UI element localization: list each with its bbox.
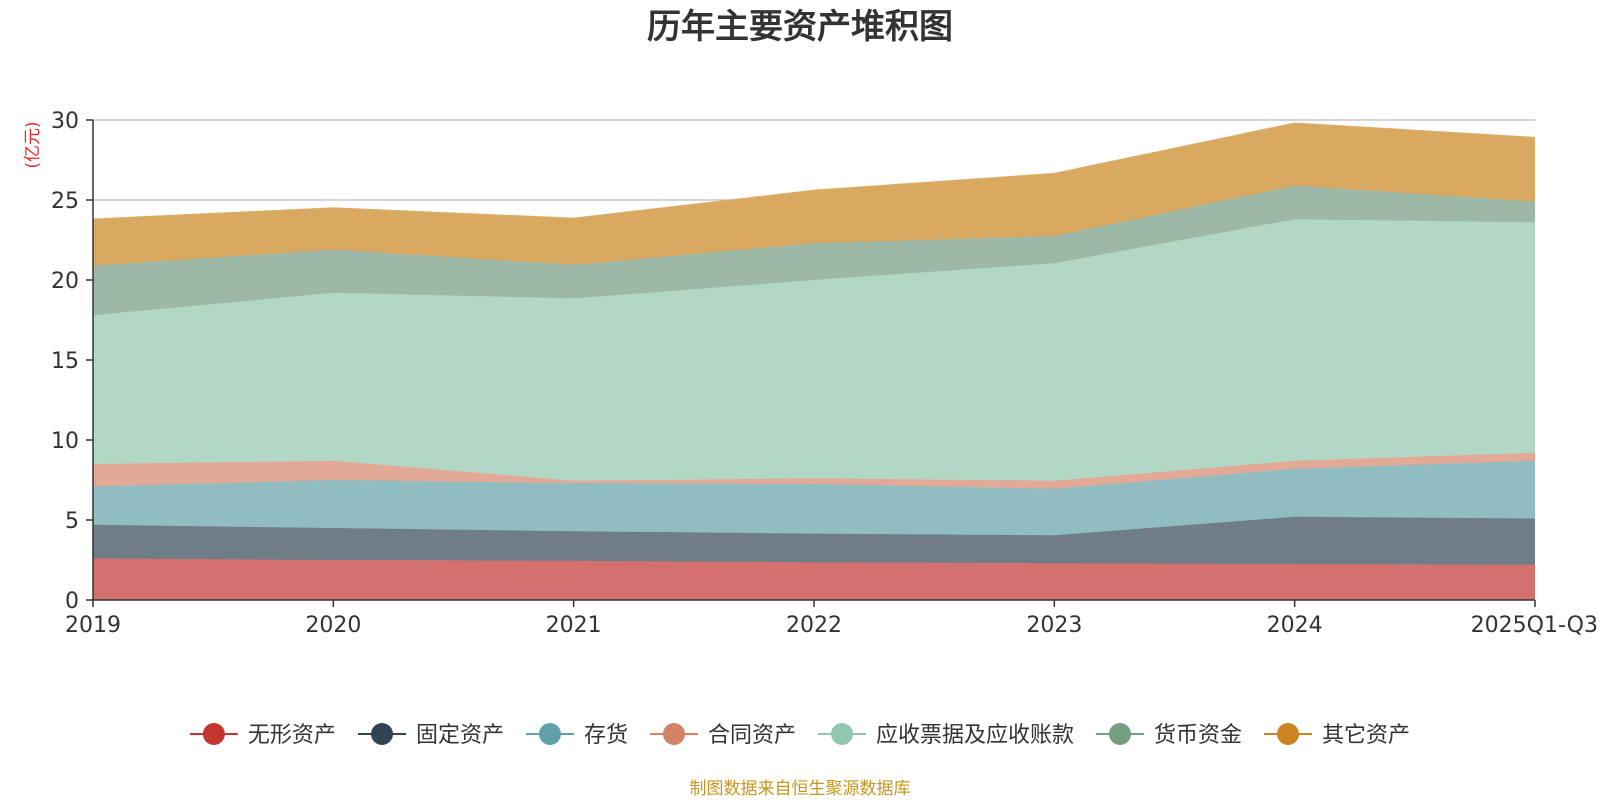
y-tick-label-4: 20 bbox=[51, 269, 79, 294]
legend-label-4: 应收票据及应收账款 bbox=[876, 723, 1074, 748]
axes: 0 5 10 15 20 25 30 2019 2020 2021 2022 2023 2024 2025… bbox=[51, 109, 1598, 638]
y-tick-label-2: 10 bbox=[51, 429, 79, 454]
legend-item-2[interactable]: 存货 bbox=[526, 723, 628, 748]
legend-swatch-dot-6 bbox=[1277, 723, 1299, 745]
legend-item-1[interactable]: 固定资产 bbox=[358, 723, 504, 748]
x-tick-label-2: 2021 bbox=[546, 613, 602, 638]
series-line-6 bbox=[92, 122, 1536, 220]
legend-swatch-dot-4 bbox=[831, 723, 853, 745]
legend-item-6[interactable]: 其它资产 bbox=[1264, 723, 1410, 748]
legend-swatch-dot-3 bbox=[663, 723, 685, 745]
legend-label-1: 固定资产 bbox=[416, 723, 504, 748]
legend-label-0: 无形资产 bbox=[248, 723, 336, 748]
legend-swatch-dot-5 bbox=[1109, 723, 1131, 745]
x-tick-label-5: 2024 bbox=[1267, 613, 1323, 638]
y-tick-label-5: 25 bbox=[51, 189, 79, 214]
legend-label-5: 货币资金 bbox=[1154, 723, 1242, 748]
y-tick-label-3: 15 bbox=[51, 349, 79, 374]
x-tick-label-4: 2023 bbox=[1026, 613, 1082, 638]
legend-swatch-dot-2 bbox=[539, 723, 561, 745]
x-tick-label-6: 2025Q1-Q3 bbox=[1471, 613, 1598, 638]
legend-swatch-dot-1 bbox=[371, 723, 393, 745]
x-tick-label-0: 2019 bbox=[65, 613, 121, 638]
x-tick-label-1: 2020 bbox=[305, 613, 361, 638]
legend-item-3[interactable]: 合同资产 bbox=[650, 723, 796, 748]
chart-title: 历年主要资产堆积图 bbox=[647, 7, 953, 47]
area-series-1 bbox=[93, 516, 1535, 565]
y-tick-label-0: 0 bbox=[65, 589, 79, 614]
data-source-note: 制图数据来自恒生聚源数据库 bbox=[690, 779, 911, 799]
legend-label-6: 其它资产 bbox=[1322, 723, 1410, 748]
y-axis-unit-label: (亿元) bbox=[23, 121, 43, 168]
area-series-3 bbox=[93, 452, 1535, 489]
area-series-6 bbox=[93, 123, 1535, 266]
x-tick-label-3: 2022 bbox=[786, 613, 842, 638]
legend-item-5[interactable]: 货币资金 bbox=[1096, 723, 1242, 748]
legend-swatch-dot-0 bbox=[202, 723, 225, 745]
legend-item-0[interactable]: 无形资产 bbox=[189, 723, 336, 748]
legend-label-2: 存货 bbox=[584, 723, 628, 748]
legend-label-3: 合同资产 bbox=[708, 723, 796, 748]
y-tick-label-1: 5 bbox=[65, 509, 79, 534]
area-series-0 bbox=[93, 558, 1535, 600]
y-tick-label-6: 30 bbox=[51, 109, 79, 134]
area-series-4 bbox=[93, 219, 1535, 481]
area-series bbox=[92, 122, 1536, 600]
area-series-5 bbox=[93, 185, 1535, 316]
legend[interactable]: 无形资产 固定资产 存货 合同资产 应收票据及应收账款 货币资金 其它资产 bbox=[189, 723, 1410, 748]
legend-item-4[interactable]: 应收票据及应收账款 bbox=[818, 723, 1074, 748]
